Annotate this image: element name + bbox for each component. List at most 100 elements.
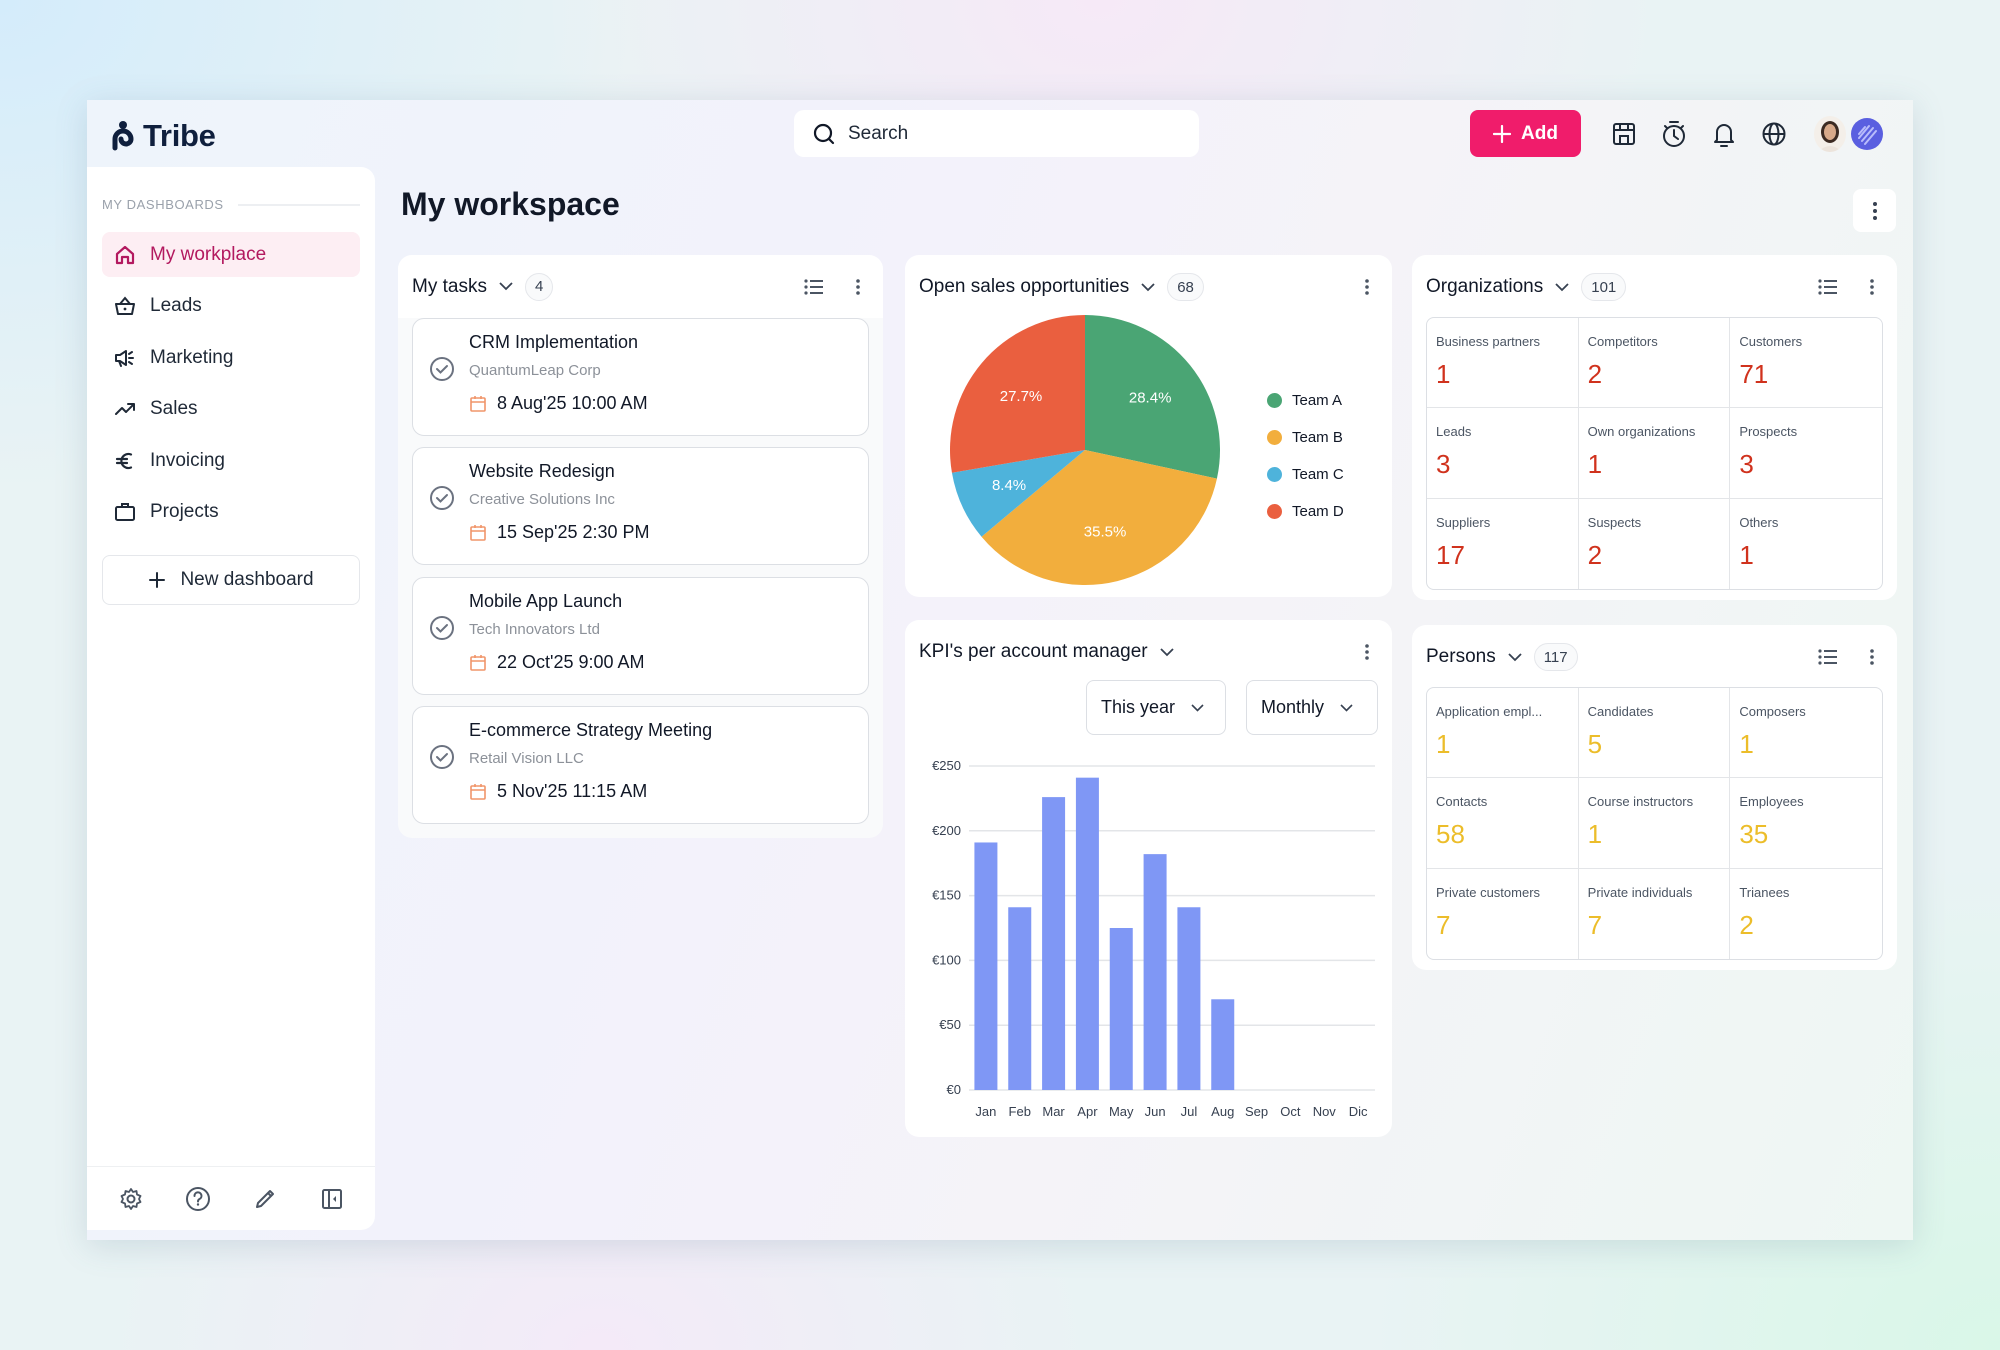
collapse-sidebar-icon[interactable] [318, 1185, 346, 1213]
stat-cell[interactable]: Customers 71 [1730, 318, 1882, 409]
stat-cell[interactable]: Business partners 1 [1427, 318, 1579, 409]
sidebar-item-invoicing[interactable]: Invoicing [102, 438, 360, 483]
chevron-down-icon[interactable] [1159, 647, 1174, 657]
sidebar-item-leads[interactable]: Leads [102, 284, 360, 329]
pencil-icon[interactable] [251, 1185, 279, 1213]
chevron-down-icon [1340, 703, 1353, 712]
stat-cell[interactable]: Composers 1 [1730, 688, 1882, 779]
pie-slice[interactable] [1085, 315, 1220, 479]
gear-icon[interactable] [117, 1185, 145, 1213]
sidebar: MY DASHBOARDS My workplace Leads Marketi… [87, 167, 375, 1230]
stat-cell[interactable]: Others 1 [1730, 499, 1882, 589]
task-title: CRM Implementation [469, 332, 639, 352]
task-date: 15 Sep'25 2:30 PM [497, 522, 650, 542]
bar[interactable] [1042, 797, 1066, 1090]
more-vertical-icon[interactable] [1861, 276, 1883, 298]
x-tick-label: May [1109, 1104, 1134, 1119]
plus-icon [149, 572, 166, 588]
bar[interactable] [1211, 999, 1235, 1090]
bar[interactable] [1177, 907, 1201, 1090]
check-circle-icon[interactable] [429, 356, 455, 382]
help-icon[interactable] [184, 1185, 212, 1213]
search-input[interactable]: Search [794, 110, 1199, 157]
pie-slice[interactable] [951, 450, 1085, 537]
legend-label: Team B [1292, 429, 1343, 446]
task-date: 8 Aug'25 10:00 AM [497, 393, 648, 413]
pie-slice[interactable] [981, 450, 1217, 585]
stat-cell[interactable]: Competitors 2 [1578, 318, 1731, 409]
stat-cell[interactable]: Employees 35 [1730, 778, 1882, 869]
sidebar-item-my-workplace[interactable]: My workplace [102, 232, 360, 277]
basket-icon [114, 295, 136, 317]
more-vertical-icon[interactable] [847, 276, 869, 298]
pie-slice-label: 27.7% [1000, 388, 1043, 405]
bar[interactable] [1109, 928, 1133, 1090]
app-window: Tribe Search Add MY DASHBOARDS [87, 100, 1913, 1240]
stat-cell[interactable]: Course instructors 1 [1578, 778, 1731, 869]
sidebar-item-projects[interactable]: Projects [102, 490, 360, 535]
stat-cell[interactable]: Suspects 2 [1579, 498, 1731, 589]
check-circle-icon[interactable] [429, 744, 455, 770]
bar[interactable] [974, 842, 998, 1090]
stat-cell[interactable]: Candidates 5 [1578, 688, 1731, 779]
stat-cell[interactable]: Application empl... 1 [1427, 688, 1579, 779]
task-card[interactable]: Website Redesign Creative Solutions Inc … [412, 447, 869, 565]
more-vertical-icon[interactable] [1356, 276, 1378, 298]
organization-avatar[interactable] [1851, 118, 1883, 150]
task-card[interactable]: E-commerce Strategy Meeting Retail Visio… [412, 706, 869, 824]
bar[interactable] [1143, 854, 1167, 1090]
bell-icon[interactable] [1710, 115, 1738, 153]
sidebar-item-sales[interactable]: Sales [102, 387, 360, 432]
list-view-icon[interactable] [803, 276, 825, 298]
sidebar-item-label: Leads [150, 295, 202, 316]
check-circle-icon[interactable] [429, 615, 455, 641]
x-tick-label: Oct [1280, 1104, 1301, 1119]
widget-title: Organizations [1426, 276, 1544, 297]
stat-label: Application empl... [1436, 704, 1543, 719]
bar[interactable] [1008, 907, 1032, 1090]
period-select[interactable]: This year [1086, 680, 1226, 735]
stat-cell[interactable]: Trianees 2 [1730, 869, 1882, 959]
new-dashboard-button[interactable]: New dashboard [102, 555, 360, 605]
globe-icon[interactable] [1760, 115, 1788, 153]
check-circle-icon[interactable] [429, 485, 455, 511]
stat-cell[interactable]: Contacts 58 [1427, 778, 1579, 869]
legend-item[interactable]: Team D [1267, 493, 1344, 530]
stat-cell[interactable]: Own organizations 1 [1578, 408, 1731, 499]
bar[interactable] [1075, 777, 1099, 1090]
list-view-icon[interactable] [1817, 276, 1839, 298]
store-icon[interactable] [1610, 115, 1638, 153]
more-vertical-icon[interactable] [1356, 641, 1378, 663]
page-more-menu-button[interactable] [1853, 189, 1896, 232]
stat-cell[interactable]: Private customers 7 [1427, 868, 1579, 959]
x-tick-label: Nov [1313, 1104, 1337, 1119]
task-card[interactable]: CRM Implementation QuantumLeap Corp 8 Au… [412, 318, 869, 436]
task-company: QuantumLeap Corp [469, 362, 601, 379]
more-vertical-icon[interactable] [1861, 646, 1883, 668]
search-icon [813, 123, 835, 144]
interval-select[interactable]: Monthly [1246, 680, 1378, 735]
chevron-down-icon[interactable] [499, 282, 513, 291]
list-view-icon[interactable] [1817, 646, 1839, 668]
legend-item[interactable]: Team C [1267, 456, 1344, 493]
logo[interactable]: Tribe [111, 118, 216, 154]
chevron-down-icon[interactable] [1141, 282, 1155, 292]
sidebar-item-marketing[interactable]: Marketing [102, 335, 360, 380]
stat-cell[interactable]: Private individuals 7 [1579, 868, 1731, 959]
chevron-down-icon[interactable] [1508, 652, 1522, 662]
stat-grid: Application empl... 1 Candidates 5 Compose… [1426, 687, 1883, 960]
legend-item[interactable]: Team A [1267, 382, 1344, 419]
legend-item[interactable]: Team B [1267, 419, 1344, 456]
timer-icon[interactable] [1660, 115, 1688, 153]
add-button[interactable]: Add [1470, 110, 1581, 157]
pie-slice[interactable] [950, 315, 1085, 473]
chevron-down-icon[interactable] [1555, 282, 1569, 292]
bar-chart[interactable]: €0 €50 €100 €150 €200 €250 Jan Feb Mar Apr May Jun J… [905, 750, 1392, 1130]
stat-cell[interactable]: Prospects 3 [1730, 408, 1882, 499]
task-card[interactable]: Mobile App Launch Tech Innovators Ltd 22… [412, 577, 869, 695]
stat-label: Course instructors [1587, 794, 1694, 810]
stat-cell[interactable]: Suppliers 17 [1427, 498, 1579, 589]
stat-cell[interactable]: Leads 3 [1427, 408, 1579, 499]
user-avatar[interactable] [1814, 116, 1846, 152]
pie-chart[interactable]: 28.4% 35.5% 8.4% 27.7% [905, 315, 1265, 595]
